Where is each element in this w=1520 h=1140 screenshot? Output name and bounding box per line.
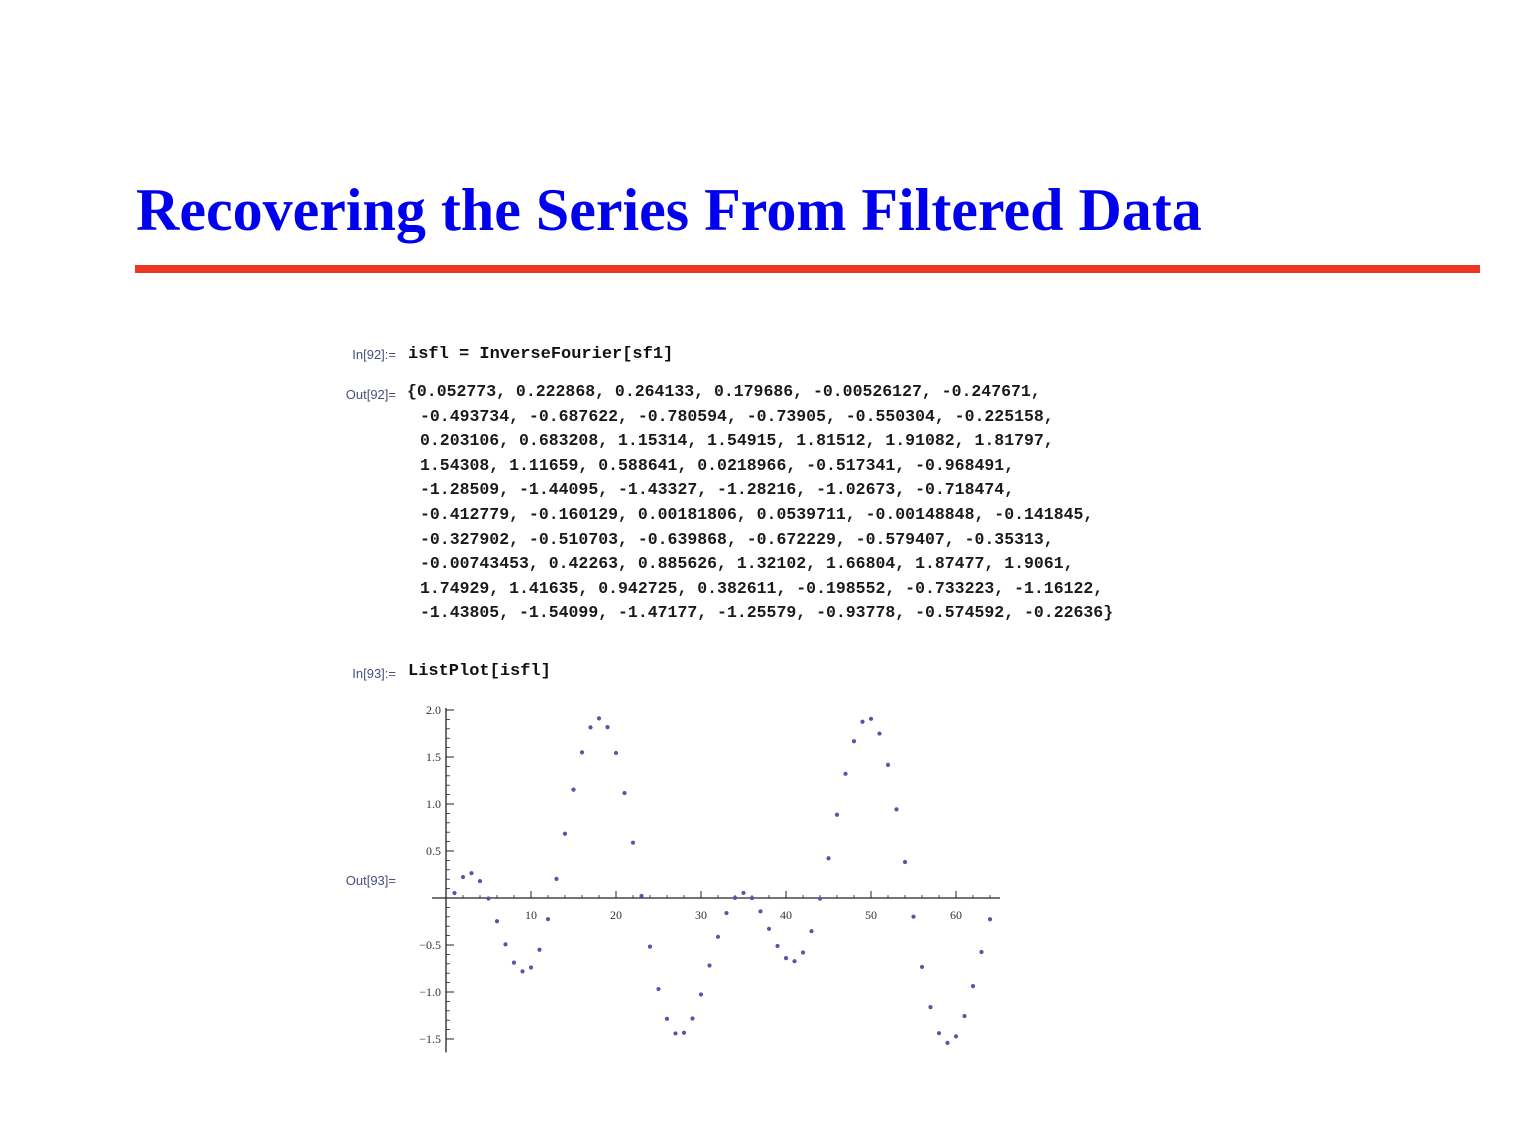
data-point (707, 963, 712, 968)
data-point (732, 895, 738, 900)
data-point (528, 965, 534, 970)
input-label-93: In[93]:= (352, 666, 396, 681)
data-point (860, 719, 865, 724)
data-point (792, 959, 797, 964)
data-point (494, 919, 500, 924)
output-label-93: Out[93]= (345, 873, 396, 888)
x-tick-label: 30 (695, 908, 707, 922)
data-point (622, 790, 627, 796)
data-point (647, 944, 653, 949)
data-point (843, 771, 848, 776)
x-tick-label: 40 (780, 908, 792, 922)
data-point (503, 942, 508, 947)
data-point (928, 1005, 933, 1010)
data-point (469, 871, 474, 876)
data-point (749, 896, 755, 901)
input-label-92: In[92]:= (352, 347, 396, 362)
data-point (868, 716, 874, 721)
output-line: -0.327902, -0.510703, -0.639868, -0.6722… (420, 529, 1054, 549)
data-point (452, 890, 457, 896)
x-tick-label: 50 (865, 908, 877, 922)
output-line: -1.28509, -1.44095, -1.43327, -1.28216, … (420, 480, 1015, 500)
data-point (639, 893, 644, 899)
data-point (809, 929, 814, 934)
data-point (894, 807, 899, 812)
slide-title: Recovering the Series From Filtered Data (136, 177, 1202, 243)
data-point (817, 896, 823, 901)
y-tick-label: −1.0 (419, 985, 441, 999)
output-line: 1.74929, 1.41635, 0.942725, 0.382611, -0… (420, 578, 1104, 598)
output-line: -0.412779, -0.160129, 0.00181806, 0.0539… (420, 504, 1094, 524)
data-point (571, 787, 576, 792)
data-point (741, 890, 746, 896)
data-point (673, 1031, 678, 1036)
data-point (579, 750, 585, 755)
list-plot: −1.5 −1.0 −0.5 0.5 1.0 1.5 2.0 10 20 30 40 50 60 (419, 703, 1000, 1053)
data-point (834, 812, 840, 817)
data-point (698, 992, 704, 997)
data-point (902, 859, 908, 865)
data-point (851, 739, 857, 744)
output-list-92: {0.052773, 0.222868, 0.264133, 0.179686,… (407, 380, 1280, 626)
data-point (613, 750, 619, 756)
data-point (630, 840, 636, 845)
data-point (826, 856, 831, 861)
data-point (545, 917, 551, 922)
data-point (486, 896, 491, 901)
data-point (962, 1013, 967, 1019)
data-point (911, 914, 916, 919)
data-point (554, 876, 559, 882)
y-tick-label: 2.0 (426, 703, 441, 717)
data-point (690, 1016, 695, 1021)
data-point (460, 874, 466, 880)
data-point (783, 956, 789, 961)
x-tick-label: 20 (610, 908, 622, 922)
data-point (724, 910, 729, 916)
input-code-92[interactable]: isfl = InverseFourier[sf1] (408, 345, 674, 364)
data-point (987, 917, 993, 922)
data-point (537, 947, 542, 952)
data-point (656, 986, 661, 992)
data-point (775, 943, 780, 949)
data-point (511, 960, 517, 965)
output-line: 1.54308, 1.11659, 0.588641, 0.0218966, -… (420, 455, 1015, 475)
data-point (477, 879, 483, 884)
data-point (877, 731, 882, 736)
output-line: 0.203106, 0.683208, 1.15314, 1.54915, 1.… (420, 431, 1054, 451)
output-label-92: Out[92]= (345, 387, 396, 402)
data-point (664, 1016, 670, 1021)
output-line: -1.43805, -1.54099, -1.47177, -1.25579, … (420, 603, 1114, 623)
data-point (681, 1030, 687, 1035)
data-point (945, 1040, 950, 1045)
data-point (766, 926, 772, 931)
data-point (800, 950, 806, 955)
output-line: -0.00743453, 0.42263, 0.885626, 1.32102,… (420, 554, 1074, 574)
output-line: {0.052773, 0.222868, 0.264133, 0.179686,… (407, 382, 1041, 401)
y-tick-label: 1.5 (426, 750, 441, 764)
x-tick-label: 10 (525, 908, 537, 922)
data-point (885, 762, 891, 767)
y-tick-label: −1.5 (419, 1032, 441, 1046)
data-point (979, 949, 984, 955)
y-tick-label: −0.5 (419, 938, 441, 952)
y-tick-label: 1.0 (426, 797, 441, 811)
data-point (562, 831, 568, 836)
data-point (970, 984, 976, 989)
output-line: -0.493734, -0.687622, -0.780594, -0.7390… (420, 406, 1054, 426)
x-tick-label: 60 (950, 908, 962, 922)
y-tick-label: 0.5 (426, 844, 441, 858)
data-point (758, 909, 763, 914)
title-underline (135, 265, 1480, 273)
data-point (596, 716, 602, 721)
data-point (936, 1031, 942, 1036)
data-point (520, 969, 525, 974)
data-point (953, 1034, 959, 1039)
data-point (715, 934, 721, 939)
data-point (919, 964, 925, 970)
input-code-93[interactable]: ListPlot[isfl] (408, 662, 551, 681)
data-point (605, 725, 610, 730)
data-point (588, 725, 593, 730)
